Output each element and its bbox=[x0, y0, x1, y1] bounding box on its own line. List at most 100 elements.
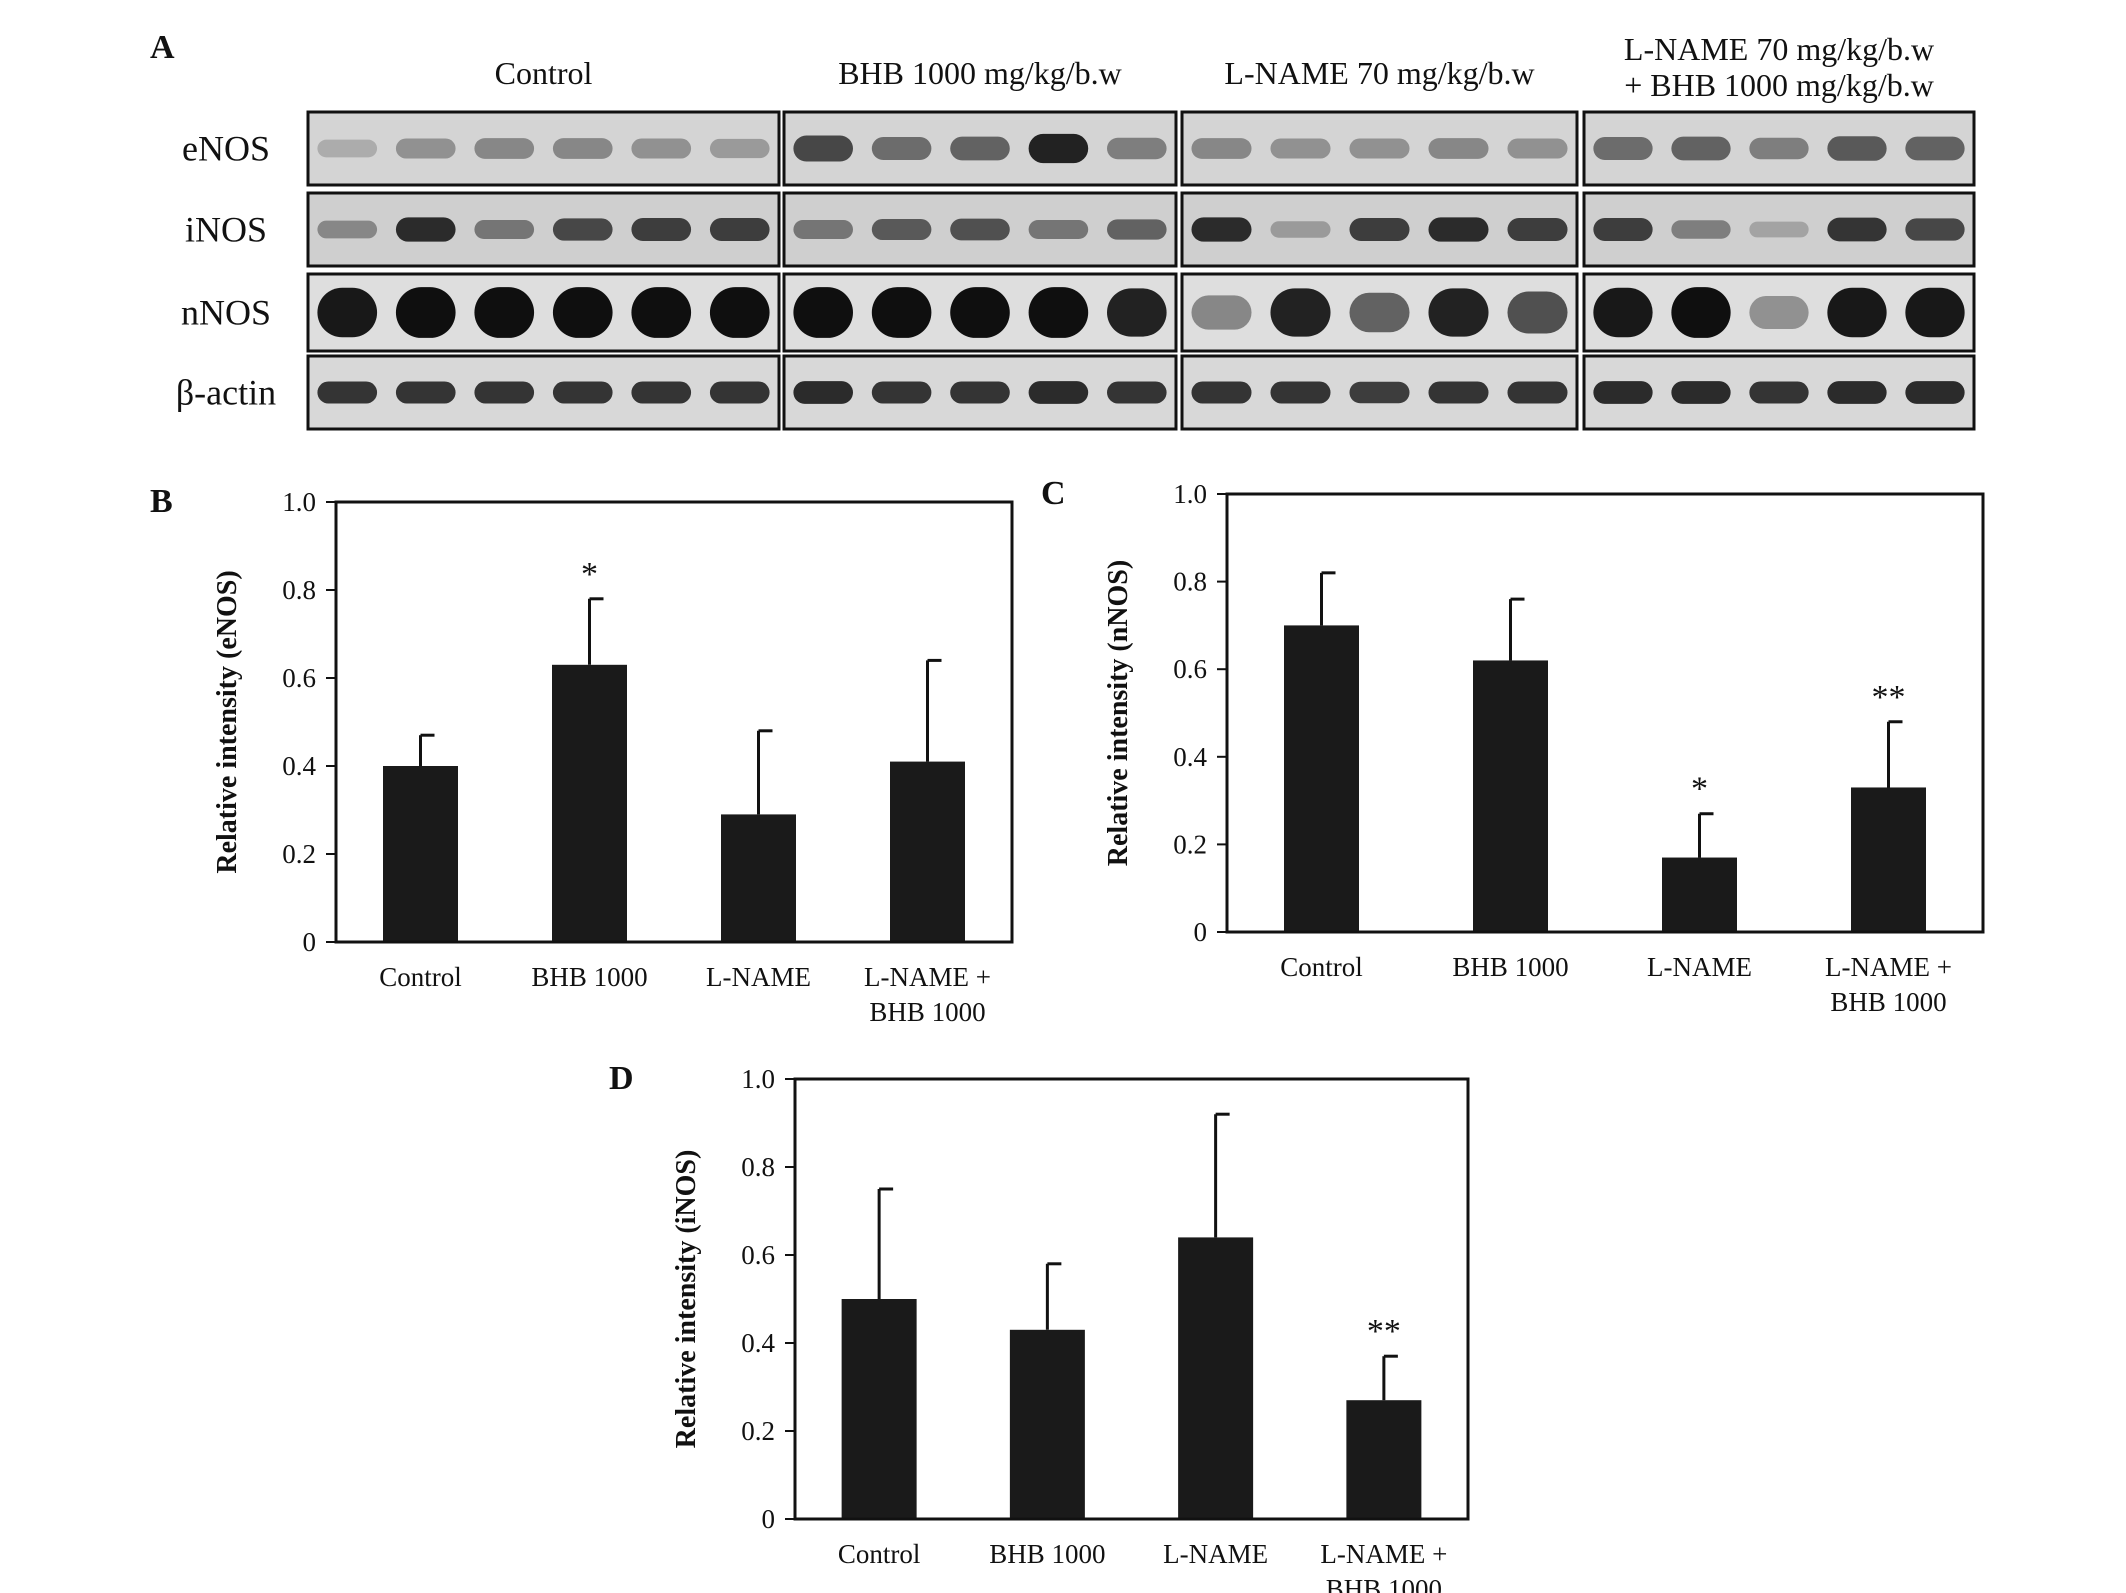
blot-band bbox=[1827, 287, 1887, 338]
bar bbox=[890, 761, 965, 942]
plot-frame bbox=[334, 500, 1014, 944]
blot-band bbox=[1191, 217, 1252, 242]
significance-label: ** bbox=[1872, 679, 1906, 716]
bar bbox=[1662, 857, 1737, 932]
blot-band bbox=[1349, 292, 1410, 333]
y-axis-label: Relative intensity (nNOS) bbox=[1103, 560, 1134, 866]
blot-band bbox=[950, 287, 1010, 338]
blot-band bbox=[1270, 381, 1331, 404]
blot-group-label: L-NAME 70 mg/kg/b.w bbox=[1224, 55, 1534, 91]
y-tick-label: 0.4 bbox=[741, 1328, 775, 1358]
blot-band bbox=[1349, 218, 1410, 241]
blot-band bbox=[1593, 218, 1653, 241]
y-tick-label: 0.2 bbox=[282, 839, 316, 869]
blot-band bbox=[950, 381, 1010, 404]
blot-band bbox=[1028, 287, 1089, 338]
y-tick-label: 0 bbox=[1194, 917, 1208, 947]
blot-band bbox=[793, 381, 853, 404]
blot-band bbox=[1827, 217, 1887, 242]
blot-band bbox=[395, 138, 456, 159]
x-tick-label: BHB 1000 bbox=[531, 962, 647, 992]
blot-band bbox=[709, 381, 770, 404]
y-tick-label: 0 bbox=[303, 927, 317, 957]
blot-band bbox=[1270, 288, 1331, 337]
blot-band bbox=[793, 135, 853, 162]
blot-band bbox=[871, 137, 932, 160]
blot-band bbox=[552, 138, 613, 159]
bar bbox=[1009, 1329, 1085, 1519]
blot-band bbox=[1593, 381, 1653, 404]
blot-band bbox=[1749, 295, 1809, 330]
blot-band bbox=[1507, 291, 1568, 334]
blot-band bbox=[871, 381, 932, 404]
blot-band bbox=[631, 138, 692, 159]
blot-band bbox=[1191, 381, 1252, 404]
blot-strip bbox=[306, 110, 781, 187]
y-tick-label: 0.2 bbox=[741, 1416, 775, 1446]
blot-band bbox=[1270, 221, 1331, 238]
blot-band bbox=[1507, 138, 1568, 159]
blot-band bbox=[793, 287, 853, 338]
blot-band bbox=[709, 287, 770, 338]
blot-band bbox=[317, 287, 378, 338]
blot-row-label: β-actin bbox=[176, 373, 276, 413]
y-tick-label: 0.6 bbox=[282, 663, 316, 693]
blot-band bbox=[474, 219, 535, 240]
blot-band bbox=[793, 219, 853, 240]
blot-band bbox=[1107, 219, 1167, 240]
blot-band bbox=[552, 287, 613, 338]
blot-band bbox=[317, 220, 378, 239]
blot-band bbox=[395, 217, 456, 242]
bar bbox=[721, 814, 796, 942]
blot-band bbox=[1905, 381, 1965, 404]
blot-band bbox=[395, 287, 456, 338]
blot-band bbox=[950, 218, 1010, 241]
x-tick-label: L-NAME bbox=[706, 962, 811, 992]
x-tick-label: L-NAME bbox=[1647, 952, 1752, 982]
blot-band bbox=[1507, 381, 1568, 404]
bar bbox=[1473, 660, 1548, 932]
blot-band bbox=[1107, 381, 1167, 404]
blot-band bbox=[1191, 295, 1252, 330]
bar bbox=[1284, 625, 1359, 932]
blot-band bbox=[1349, 381, 1410, 404]
panel-label: D bbox=[609, 1060, 634, 1097]
y-tick-label: 0.6 bbox=[1173, 654, 1207, 684]
y-tick-label: 0 bbox=[762, 1504, 776, 1534]
blot-band bbox=[1905, 218, 1965, 241]
blot-band bbox=[1827, 381, 1887, 404]
bar bbox=[1346, 1400, 1422, 1519]
y-tick-label: 0.8 bbox=[282, 575, 316, 605]
blot-band bbox=[395, 381, 456, 404]
blot-band bbox=[1905, 136, 1965, 161]
significance-label: * bbox=[1691, 771, 1708, 808]
blot-band bbox=[709, 218, 770, 241]
blot-band bbox=[1107, 137, 1167, 160]
blot-band bbox=[1749, 137, 1809, 160]
blot-row-label: iNOS bbox=[185, 210, 267, 250]
blot-band bbox=[1671, 220, 1731, 239]
blot-band bbox=[1671, 381, 1731, 404]
y-tick-label: 0.2 bbox=[1173, 829, 1207, 859]
plot-frame bbox=[1225, 492, 1985, 934]
blot-band bbox=[1593, 287, 1653, 338]
y-tick-label: 0.8 bbox=[1173, 567, 1207, 597]
bar bbox=[383, 766, 458, 942]
blot-band bbox=[1028, 219, 1089, 240]
blot-row-label: nNOS bbox=[181, 293, 271, 333]
blot-band bbox=[1428, 288, 1489, 337]
x-tick-label: Control bbox=[838, 1539, 921, 1569]
blot-band bbox=[474, 138, 535, 159]
x-tick-label: L-NAME bbox=[1163, 1539, 1268, 1569]
blot-band bbox=[1749, 221, 1809, 238]
blot-band bbox=[950, 136, 1010, 161]
blot-band bbox=[474, 287, 535, 338]
y-tick-label: 0.4 bbox=[1173, 742, 1207, 772]
panel-label: B bbox=[150, 483, 173, 520]
blot-band bbox=[1028, 381, 1089, 404]
blot-group-label: Control bbox=[495, 55, 593, 91]
y-axis-label: Relative intensity (eNOS) bbox=[212, 570, 243, 873]
bar bbox=[841, 1299, 917, 1519]
y-tick-label: 0.8 bbox=[741, 1152, 775, 1182]
